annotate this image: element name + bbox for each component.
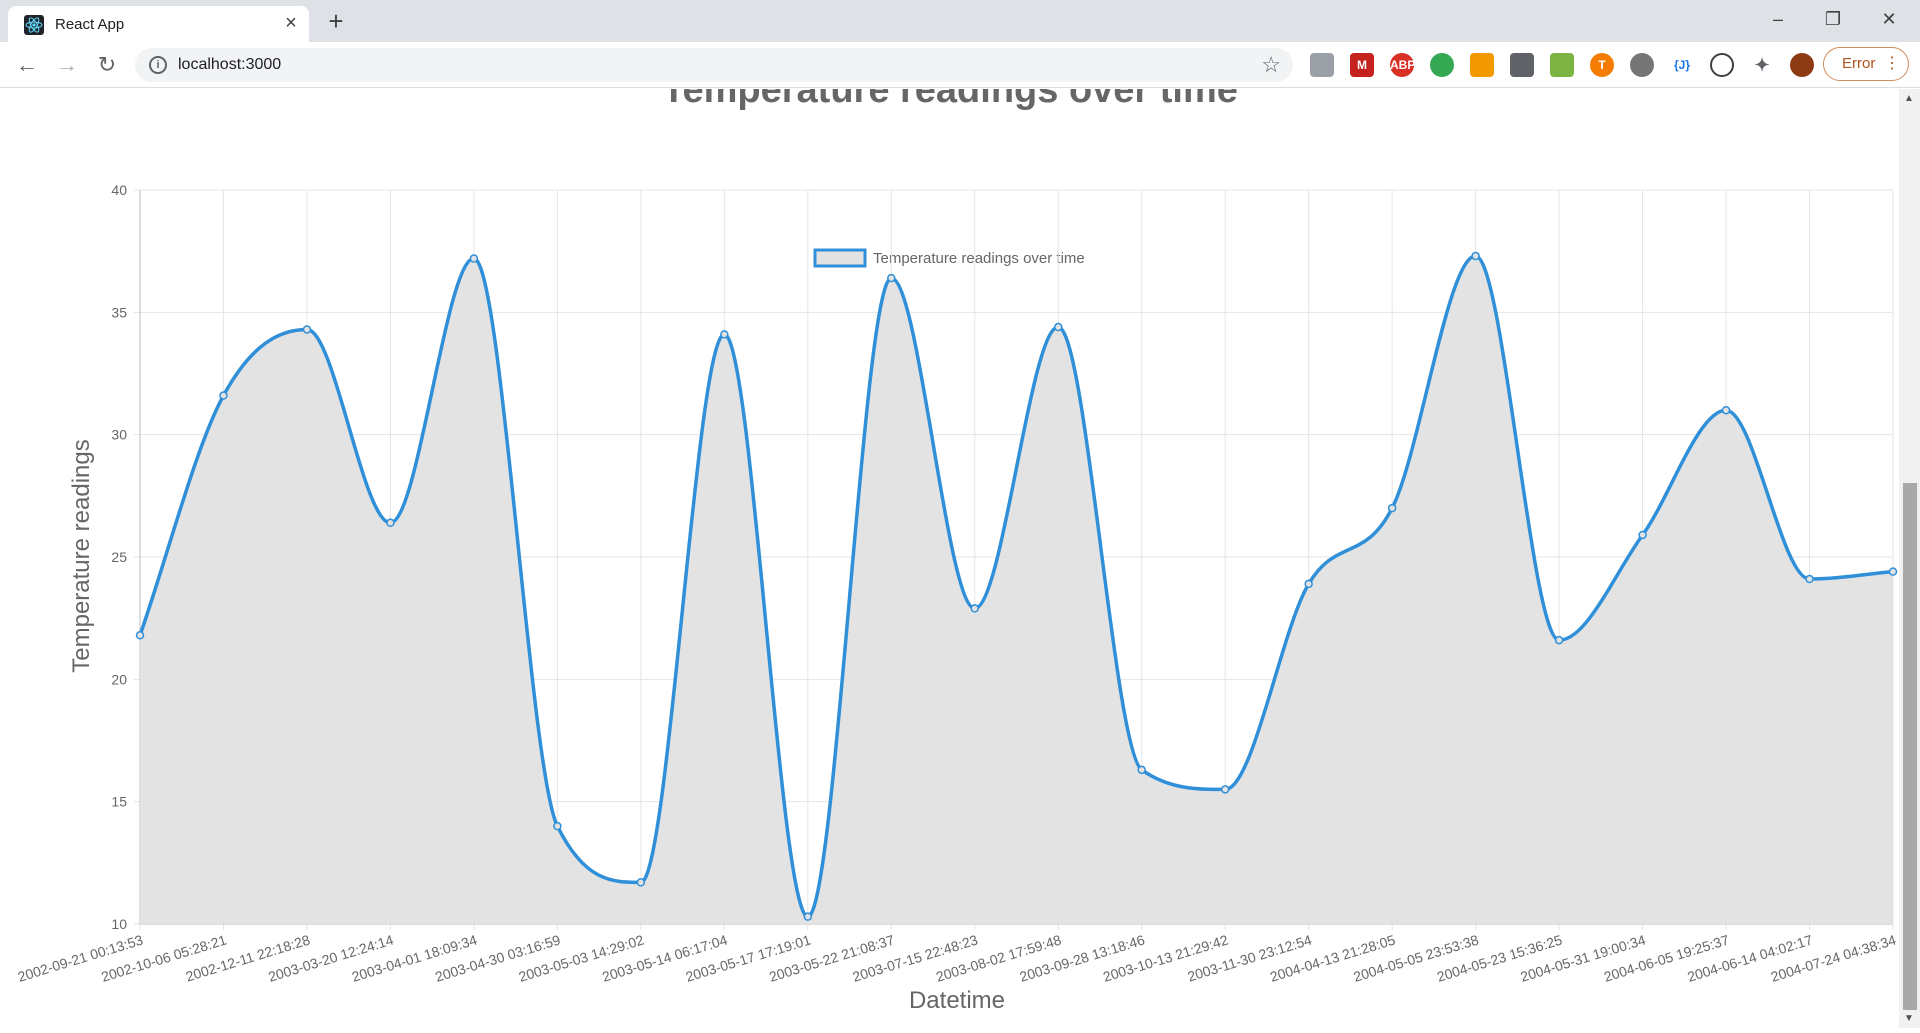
- vertical-scrollbar[interactable]: ▲ ▼: [1899, 89, 1920, 1028]
- data-point[interactable]: [302, 325, 312, 334]
- chart-area: [135, 251, 1898, 924]
- address-bar[interactable]: i localhost:3000 ☆: [135, 48, 1293, 82]
- data-point[interactable]: [1471, 251, 1480, 261]
- extension-film-icon[interactable]: [1630, 53, 1654, 77]
- y-tick-label: 20: [111, 671, 127, 687]
- error-label: Error: [1842, 55, 1876, 72]
- url-text[interactable]: localhost:3000: [178, 56, 282, 73]
- react-logo-icon: [24, 15, 44, 35]
- data-point[interactable]: [386, 518, 395, 527]
- data-point[interactable]: [636, 878, 646, 887]
- forward-arrow-icon[interactable]: →: [56, 52, 78, 77]
- extensions-puzzle-icon[interactable]: ✦: [1750, 53, 1774, 77]
- extension-code-icon[interactable]: [1710, 53, 1734, 77]
- restore-icon[interactable]: ❐: [1824, 9, 1842, 29]
- reload-icon[interactable]: ↻: [97, 52, 117, 77]
- y-tick-label: 10: [111, 916, 127, 932]
- bookmark-star-icon[interactable]: ☆: [1261, 52, 1281, 77]
- data-point[interactable]: [219, 391, 228, 400]
- site-info-icon[interactable]: i: [149, 56, 167, 74]
- y-tick-label: 15: [111, 794, 127, 810]
- data-point[interactable]: [1220, 785, 1230, 794]
- chart-title: Temperature readings over time: [662, 89, 1238, 111]
- extension-image-icon[interactable]: [1310, 53, 1334, 77]
- browser-tab[interactable]: React App ×: [8, 6, 309, 42]
- data-point[interactable]: [1304, 579, 1313, 589]
- data-point[interactable]: [1721, 405, 1731, 415]
- new-tab-button[interactable]: +: [328, 6, 344, 36]
- profile-avatar[interactable]: [1790, 53, 1814, 77]
- data-point[interactable]: [1053, 322, 1063, 332]
- back-arrow-icon[interactable]: ←: [16, 52, 38, 77]
- legend-swatch[interactable]: [813, 248, 867, 268]
- extension-inbox-icon[interactable]: [1550, 53, 1574, 77]
- y-tick-label: 25: [111, 549, 127, 565]
- x-axis-label: Datetime: [909, 987, 1005, 1014]
- extension-t-icon[interactable]: T: [1590, 53, 1614, 77]
- data-point[interactable]: [803, 912, 813, 921]
- json-extension-icon[interactable]: {J}: [1670, 53, 1694, 77]
- series-area-fill: [140, 256, 1893, 924]
- y-axis-label: Temperature readings: [68, 439, 95, 672]
- scroll-down-icon[interactable]: ▼: [1904, 1013, 1914, 1024]
- extension-key-icon[interactable]: [1470, 53, 1494, 77]
- y-tick-label: 40: [111, 182, 127, 198]
- browser-toolbar: ← → ↻ i localhost:3000 ☆: [0, 42, 1920, 88]
- scrollbar-thumb[interactable]: [1903, 483, 1917, 1010]
- data-point[interactable]: [135, 631, 145, 640]
- data-point[interactable]: [1805, 574, 1814, 584]
- legend-label[interactable]: Temperature readings over time: [873, 250, 1085, 267]
- page-content: Temperature readings over time Temperatu…: [0, 69, 1920, 1028]
- data-point[interactable]: [553, 821, 562, 831]
- data-point[interactable]: [720, 330, 729, 339]
- close-window-icon[interactable]: ✕: [1881, 9, 1897, 29]
- temperature-line-chart: Temperature readings over time Temperatu…: [16, 69, 1898, 1014]
- extension-shield-icon[interactable]: M: [1350, 53, 1374, 77]
- y-axis-ticks: 10 15 20 25 30 35 40: [111, 182, 127, 932]
- data-point[interactable]: [1888, 567, 1898, 576]
- data-point[interactable]: [469, 254, 479, 263]
- tab-strip: React App × + – ❐ ✕: [0, 0, 1920, 42]
- y-tick-label: 35: [111, 304, 127, 320]
- y-tick-label: 30: [111, 427, 127, 443]
- extension-globe-icon[interactable]: [1430, 53, 1454, 77]
- data-point[interactable]: [1137, 765, 1146, 775]
- data-point[interactable]: [970, 604, 980, 613]
- data-point[interactable]: [887, 273, 896, 283]
- minimize-icon[interactable]: –: [1772, 9, 1783, 29]
- data-point[interactable]: [1638, 530, 1647, 540]
- extension-dropper-icon[interactable]: [1510, 53, 1534, 77]
- tab-title: React App: [55, 16, 125, 33]
- data-point[interactable]: [1554, 635, 1564, 645]
- error-button[interactable]: Error ⋮: [1823, 47, 1909, 81]
- adblock-icon[interactable]: ABP: [1390, 53, 1415, 77]
- scroll-up-icon[interactable]: ▲: [1904, 93, 1914, 104]
- data-point[interactable]: [1387, 503, 1397, 513]
- tab-close-icon[interactable]: ×: [285, 12, 297, 34]
- menu-dots-icon[interactable]: ⋮: [1884, 55, 1900, 72]
